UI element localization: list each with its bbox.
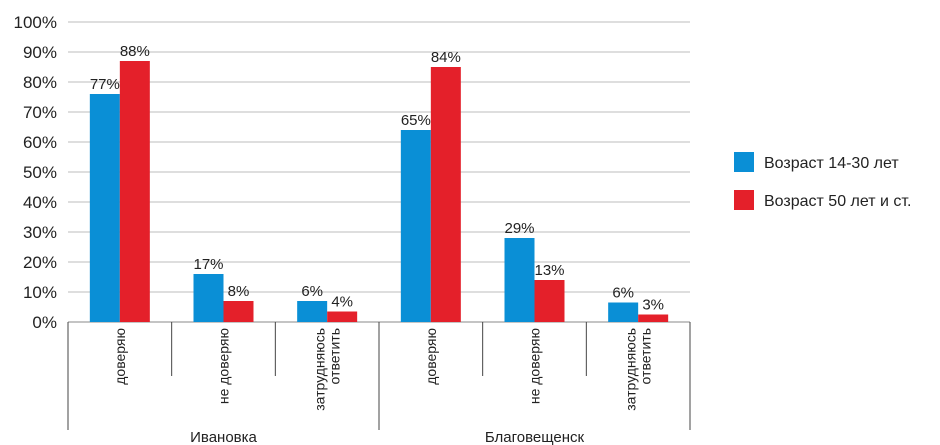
category-label-line: ответить <box>638 328 654 384</box>
category-label-line: не доверяю <box>216 328 232 404</box>
data-label: 4% <box>331 294 353 311</box>
bar <box>638 314 669 322</box>
y-tick-label: 30% <box>23 223 57 242</box>
data-labels: 77% 17% 6% 65% 29% 6% 88% 8% 4% 84% 13% 3% <box>90 43 664 314</box>
data-label: 88% <box>120 43 150 60</box>
category-label-line: ответить <box>327 328 343 384</box>
y-tick-label: 40% <box>23 193 57 212</box>
bar <box>608 302 639 322</box>
data-label: 77% <box>90 76 120 93</box>
legend-label: Возраст 14-30 лет <box>764 155 899 172</box>
bar <box>327 311 358 322</box>
gridlines <box>68 21 690 323</box>
bar <box>119 61 150 322</box>
category-label-line: доверяю <box>112 328 128 385</box>
legend-swatch <box>734 152 754 172</box>
category-label: затрудняюсьответить <box>623 328 654 411</box>
category-label-line: не доверяю <box>527 328 543 404</box>
y-tick-label: 70% <box>23 103 57 122</box>
data-label: 6% <box>612 285 634 302</box>
data-label: 13% <box>534 262 564 279</box>
category-label-line: затрудняюсь <box>623 328 639 411</box>
data-label: 6% <box>301 283 323 300</box>
bar <box>297 301 328 322</box>
group-label: Благовещенск <box>485 429 585 445</box>
bar <box>534 280 565 322</box>
y-tick-label: 50% <box>23 163 57 182</box>
legend-label: Возраст 50 лет и ст. <box>764 193 911 210</box>
bar <box>193 274 224 322</box>
y-tick-label: 60% <box>23 133 57 152</box>
data-label: 3% <box>642 297 664 314</box>
category-label: доверяю <box>112 328 128 385</box>
bar <box>89 94 120 322</box>
y-tick-label: 10% <box>23 283 57 302</box>
category-label: доверяю <box>423 328 439 385</box>
group-label: Ивановка <box>190 429 257 445</box>
data-label: 17% <box>193 256 223 273</box>
category-label: не доверяю <box>527 328 543 404</box>
legend-swatch <box>734 190 754 210</box>
bars <box>89 61 669 322</box>
category-label: затрудняюсьответить <box>312 328 343 411</box>
bar <box>504 238 535 322</box>
y-tick-label: 0% <box>32 313 57 332</box>
data-label: 8% <box>228 283 250 300</box>
y-tick-label: 20% <box>23 253 57 272</box>
data-label: 84% <box>431 49 461 66</box>
data-label: 29% <box>504 220 534 237</box>
category-axis: доверяю не доверяю затрудняюсьответить дове… <box>67 322 691 445</box>
category-label: не доверяю <box>216 328 232 404</box>
category-label-line: затрудняюсь <box>312 328 328 411</box>
legend: Возраст 14-30 лет Возраст 50 лет и ст. <box>734 152 911 210</box>
category-label-line: доверяю <box>423 328 439 385</box>
bar <box>223 301 254 322</box>
bar <box>400 130 431 322</box>
y-tick-label: 100% <box>14 13 57 32</box>
y-tick-label: 90% <box>23 43 57 62</box>
bar <box>430 67 461 322</box>
data-label: 65% <box>401 112 431 129</box>
y-tick-label: 80% <box>23 73 57 92</box>
y-axis-ticks: 0% 10% 20% 30% 40% 50% 60% 70% 80% 90% 100% <box>14 13 57 332</box>
